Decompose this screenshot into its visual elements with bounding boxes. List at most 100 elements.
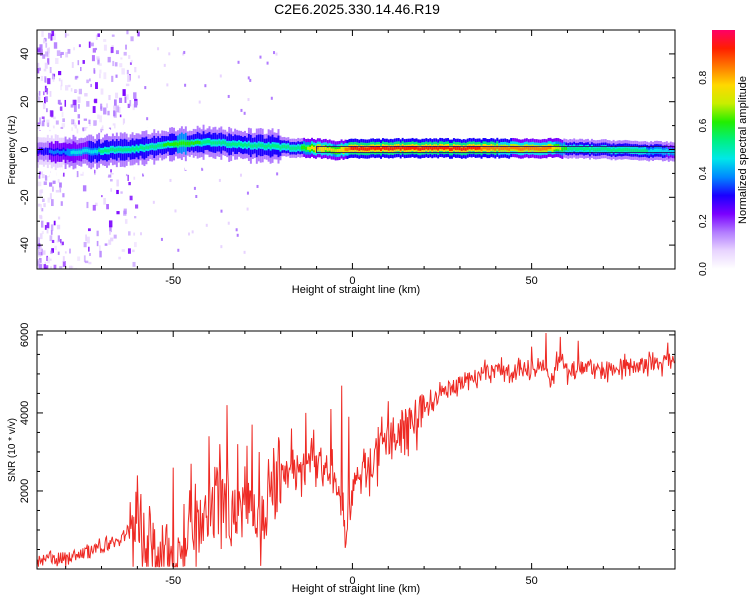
heatmap-cell (110, 46, 114, 53)
heatmap-cell (346, 147, 349, 152)
heatmap-cell (492, 146, 495, 150)
y-tick-label: 0 (19, 146, 31, 152)
heatmap-cell (474, 146, 477, 151)
heatmap-cell (650, 148, 653, 153)
heatmap-cell (234, 142, 237, 146)
heatmap-cell (364, 147, 367, 151)
heatmap-cell (563, 146, 566, 150)
heatmap-cell (50, 266, 52, 269)
heatmap-cell (656, 148, 659, 152)
heatmap-cell (135, 146, 138, 150)
heatmap-cell (50, 34, 53, 41)
heatmap-cell (673, 150, 675, 154)
heatmap-cell (167, 142, 170, 146)
heatmap-cell (624, 147, 627, 152)
heatmap-cell (72, 99, 77, 106)
heatmap-cell (342, 148, 345, 153)
heatmap-cell (37, 92, 39, 97)
heatmap-cell (155, 145, 158, 149)
x-tick-label: 0 (349, 275, 355, 287)
heatmap-cell (267, 143, 270, 148)
heatmap-cell (659, 148, 663, 153)
heatmap-cell (626, 148, 629, 152)
heatmap-cell (114, 62, 118, 67)
heatmap-cell (157, 143, 160, 148)
heatmap-cell (421, 146, 424, 151)
heatmap-cell (127, 103, 130, 109)
heatmap-cell (324, 146, 328, 151)
heatmap-cell (541, 147, 544, 151)
heatmap-cell (178, 141, 182, 146)
heatmap-cell (521, 147, 525, 151)
heatmap-cell (38, 67, 41, 71)
heatmap-cell (127, 75, 131, 82)
heatmap-cell (84, 260, 89, 264)
heatmap-cell (66, 33, 70, 37)
heatmap-cell (228, 142, 231, 147)
heatmap-cell (78, 44, 81, 48)
heatmap-cell (49, 66, 52, 74)
heatmap-cell (89, 122, 91, 127)
heatmap-cell (100, 103, 103, 110)
snr-line (37, 332, 675, 568)
heatmap-cell (129, 62, 132, 65)
heatmap-cell (37, 259, 41, 267)
heatmap-cell (423, 146, 426, 151)
heatmap-cell (305, 146, 308, 151)
x-tick-label: -50 (165, 575, 181, 587)
heatmap-cell (358, 147, 361, 151)
heatmap-cell (173, 142, 176, 146)
heatmap-cell (174, 209, 177, 213)
heatmap-cell (380, 147, 383, 151)
heatmap-cell (519, 147, 523, 151)
heatmap-cell (87, 228, 91, 232)
heatmap-cell (46, 88, 49, 95)
heatmap-cell (52, 180, 56, 184)
heatmap-cell (49, 193, 52, 200)
heatmap-cell (80, 66, 82, 72)
heatmap-cell (391, 147, 395, 151)
heatmap-cell (263, 145, 266, 149)
spectrogram-heatmap (37, 30, 675, 269)
heatmap-cell (237, 60, 240, 64)
heatmap-cell (82, 185, 87, 192)
heatmap-cell (55, 58, 59, 64)
heatmap-cell (46, 222, 50, 229)
heatmap-cell (101, 126, 104, 132)
heatmap-cell (124, 219, 128, 224)
heatmap-cell (435, 146, 438, 150)
heatmap-cell (445, 146, 448, 150)
heatmap-cell (90, 150, 93, 154)
heatmap-cell (182, 141, 186, 145)
heatmap-cell (134, 242, 137, 248)
heatmap-cell (596, 147, 600, 152)
heatmap-cell (86, 236, 90, 244)
heatmap-cell (243, 250, 246, 254)
heatmap-cell (230, 142, 233, 147)
heatmap-cell (116, 179, 119, 187)
heatmap-cell (135, 204, 139, 209)
heatmap-cell (441, 145, 444, 150)
heatmap-cell (44, 261, 47, 266)
heatmap-cell (125, 44, 127, 50)
heatmap-cell (348, 146, 351, 151)
heatmap-cell (113, 99, 117, 106)
heatmap-cell (55, 189, 60, 193)
heatmap-cell (39, 170, 42, 175)
heatmap-cell (171, 142, 174, 146)
heatmap-cell (137, 147, 140, 151)
heatmap-cell (38, 149, 42, 153)
heatmap-cell (559, 146, 562, 151)
heatmap-cell (106, 103, 108, 108)
heatmap-cell (147, 145, 150, 150)
heatmap-cell (328, 147, 331, 151)
heatmap-cell (600, 147, 604, 151)
heatmap-cell (44, 225, 47, 230)
heatmap-cell (100, 195, 103, 198)
heatmap-cell (42, 102, 46, 110)
heatmap-cell (51, 199, 54, 207)
heatmap-cell (130, 59, 133, 63)
heatmap-cell (247, 76, 250, 80)
heatmap-cell (75, 128, 79, 134)
heatmap-cell (612, 147, 615, 152)
